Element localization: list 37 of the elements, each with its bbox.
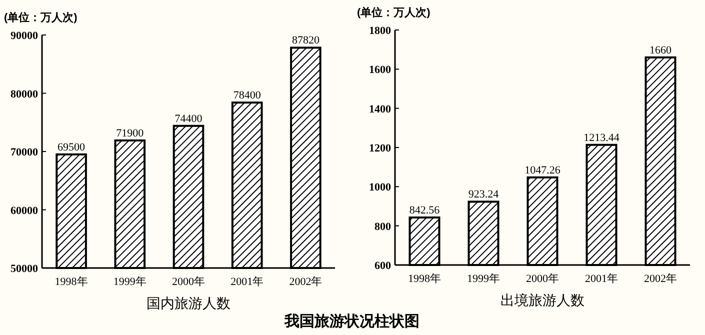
y-axis-title: (单位：万人次): [357, 6, 431, 19]
x-tick-label: 2002年: [289, 276, 322, 288]
y-tick-label: 60000: [10, 204, 38, 217]
y-tick-label: 1200: [369, 142, 392, 154]
data-label: 923.24: [468, 188, 500, 201]
x-tick-label: 2000年: [172, 276, 205, 288]
x-axis-title: 国内旅游人数: [146, 295, 230, 311]
y-tick-label: 800: [374, 220, 392, 233]
text: 我国旅游状况柱状图: [284, 313, 420, 330]
y-tick-label: 600: [374, 260, 392, 272]
y-tick-label: 80000: [10, 88, 38, 100]
data-label: 1213.44: [584, 132, 620, 144]
data-label: 71900: [116, 127, 144, 140]
x-tick-label: 2001年: [585, 273, 618, 285]
y-tick-label: 90000: [10, 30, 38, 42]
x-tick-label: 1998年: [54, 276, 88, 288]
data-label: 74400: [174, 112, 203, 125]
x-tick-label: 2001年: [230, 276, 264, 288]
x-tick-label: 2000年: [526, 273, 559, 285]
x-axis-title: 出境旅游人数: [500, 292, 584, 308]
data-label: 87820: [292, 34, 320, 47]
data-label: 842.56: [409, 204, 440, 216]
x-tick-label: 1998年: [408, 273, 441, 285]
y-tick-label: 1600: [369, 64, 392, 76]
y-tick-label: 50000: [10, 263, 38, 275]
y-tick-label: 1000: [369, 182, 392, 194]
x-tick-label: 2002年: [644, 273, 677, 285]
x-tick-label: 1999年: [467, 273, 500, 285]
x-tick-label: 1999年: [113, 276, 146, 288]
y-axis-title: (单位：万人次): [4, 11, 78, 24]
data-label: 78400: [233, 90, 262, 102]
y-tick-label: 1400: [369, 103, 392, 116]
y-tick-label: 1800: [369, 25, 392, 37]
data-label: 69500: [58, 141, 86, 154]
data-label: 1047.26: [524, 164, 561, 176]
y-tick-label: 70000: [10, 146, 38, 158]
data-label: 1660: [650, 44, 672, 56]
